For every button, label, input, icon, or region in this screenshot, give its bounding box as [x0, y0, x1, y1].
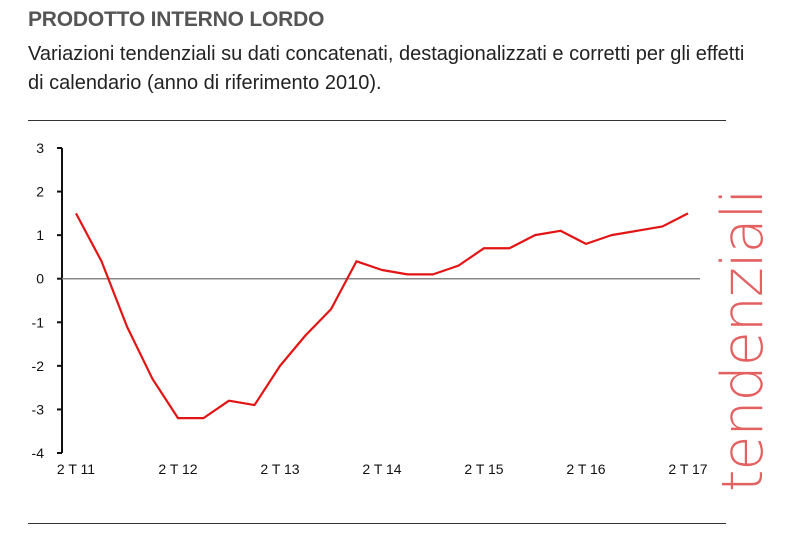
x-tick-label: 2 T 16 — [566, 461, 605, 477]
x-tick-label: 2 T 11 — [57, 461, 95, 477]
y-tick-label: -1 — [32, 314, 45, 330]
series-line — [75, 212, 689, 420]
y-tick-label: 2 — [36, 184, 44, 200]
x-tick-label: 2 T 17 — [668, 461, 707, 477]
side-label: tendenziali — [710, 189, 776, 492]
x-tick-label: 2 T 12 — [158, 461, 197, 477]
y-tick-label: 1 — [36, 227, 44, 243]
y-tick-label: -2 — [32, 358, 45, 374]
bottom-divider — [28, 523, 726, 524]
y-tick-label: -4 — [32, 445, 45, 461]
y-tick-label: 3 — [36, 140, 44, 156]
x-tick-label: 2 T 15 — [464, 461, 503, 477]
y-tick-label: 0 — [36, 271, 44, 287]
x-tick-label: 2 T 13 — [260, 461, 299, 477]
y-tick-label: -3 — [32, 401, 45, 417]
chart-title: PRODOTTO INTERNO LORDO — [28, 8, 325, 31]
chart-subtitle: Variazioni tendenziali su dati concatena… — [28, 43, 745, 94]
top-divider — [28, 120, 726, 121]
x-tick-label: 2 T 14 — [362, 461, 401, 477]
